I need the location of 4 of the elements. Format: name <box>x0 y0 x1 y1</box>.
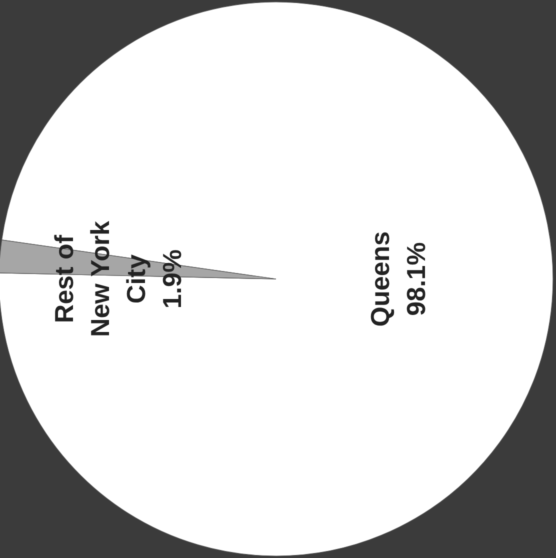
slice-label: Queens <box>364 231 395 327</box>
data-label: 1.9% <box>157 249 188 309</box>
data-label: 98.1% <box>400 242 431 316</box>
slice-label: Rest of New York City <box>49 220 152 338</box>
